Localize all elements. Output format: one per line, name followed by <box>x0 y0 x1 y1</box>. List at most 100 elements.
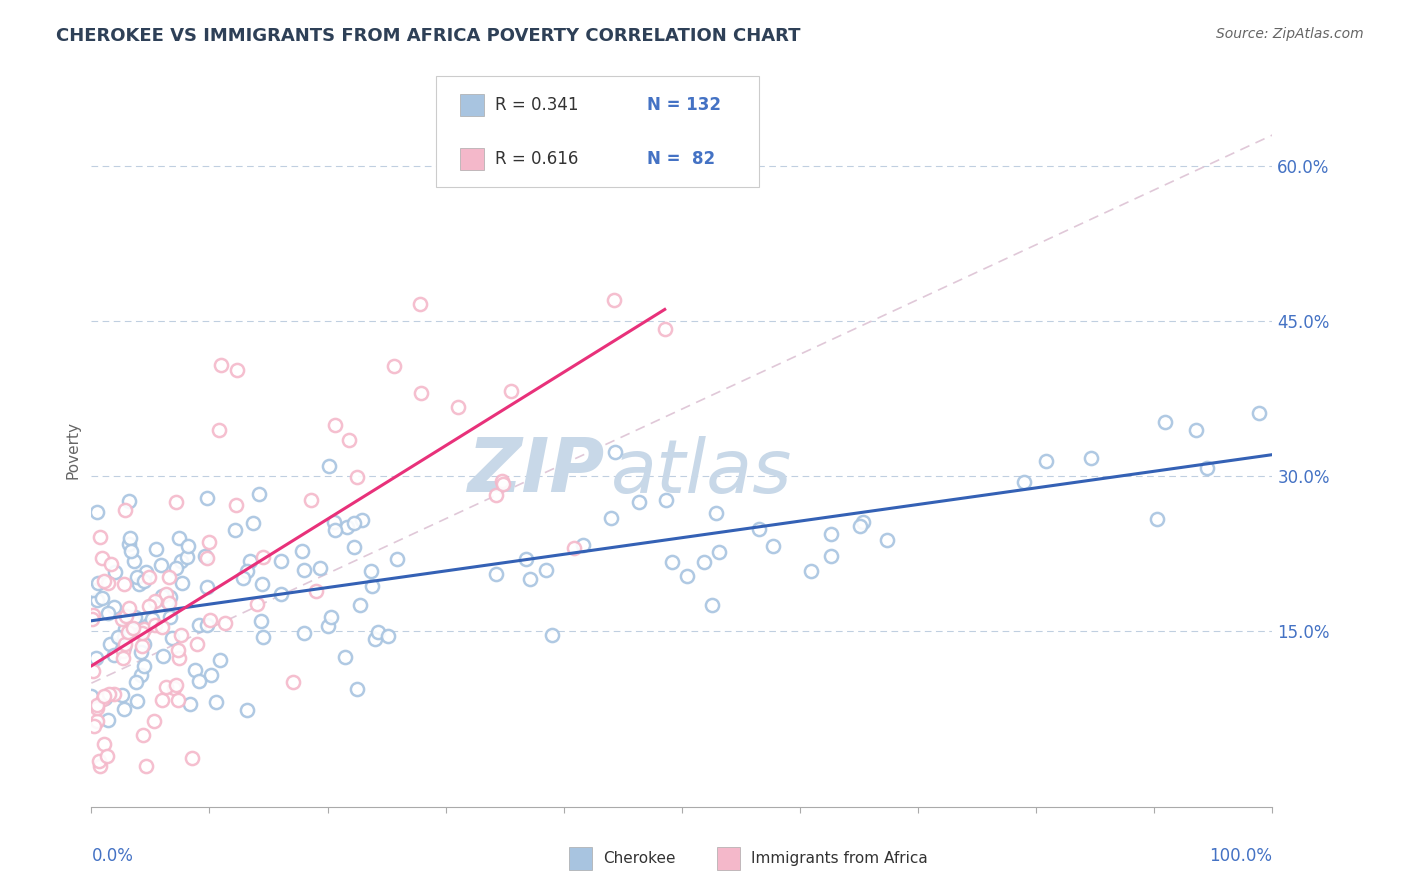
Point <box>124 610 146 624</box>
Point <box>292 564 315 578</box>
Point <box>194 549 217 564</box>
Point <box>209 358 232 372</box>
Text: N = 132: N = 132 <box>647 95 721 114</box>
Point <box>156 594 179 608</box>
Point <box>86 698 108 713</box>
Point <box>849 519 872 533</box>
Point <box>132 574 155 589</box>
Point <box>115 608 138 623</box>
Point <box>128 577 150 591</box>
Point <box>83 719 105 733</box>
Point <box>176 549 198 564</box>
Point <box>80 612 103 626</box>
Point <box>252 550 274 565</box>
Point <box>343 516 366 530</box>
Point <box>131 639 153 653</box>
Text: 0.0%: 0.0% <box>91 847 134 864</box>
Point <box>103 648 125 662</box>
Point <box>820 549 842 564</box>
Point <box>111 644 134 658</box>
Point <box>93 689 115 703</box>
Point <box>281 674 304 689</box>
Point <box>661 555 683 569</box>
Point <box>299 493 322 508</box>
Point <box>409 296 432 310</box>
Point <box>143 594 166 608</box>
Point <box>166 642 188 657</box>
Point <box>112 577 135 591</box>
Point <box>187 673 209 688</box>
Point <box>160 632 183 646</box>
Point <box>198 613 221 627</box>
Point <box>536 563 558 577</box>
Point <box>1035 454 1057 468</box>
Point <box>117 624 139 639</box>
Point <box>118 493 141 508</box>
Point <box>305 584 328 599</box>
Point <box>603 293 626 307</box>
Point <box>492 477 515 491</box>
Point <box>519 572 541 586</box>
Point <box>159 609 181 624</box>
Point <box>252 630 274 644</box>
Point <box>166 692 188 706</box>
Point <box>100 557 122 571</box>
Point <box>121 615 143 630</box>
Point <box>377 629 399 643</box>
Point <box>132 637 155 651</box>
Point <box>361 579 384 593</box>
Point <box>385 552 408 566</box>
Point <box>150 620 173 634</box>
Point <box>323 523 346 537</box>
Point <box>157 596 180 610</box>
Point <box>150 589 173 603</box>
Point <box>177 539 200 553</box>
Point <box>84 651 107 665</box>
Point <box>112 630 135 644</box>
Point <box>157 570 180 584</box>
Point <box>195 491 218 506</box>
Point <box>382 359 405 373</box>
Point <box>1153 415 1175 429</box>
Point <box>1080 451 1102 466</box>
Point <box>150 692 173 706</box>
Point <box>322 515 344 529</box>
Point <box>90 591 112 605</box>
Point <box>152 648 174 663</box>
Point <box>1249 406 1271 420</box>
Point <box>603 445 626 459</box>
Point <box>337 433 360 447</box>
Text: N =  82: N = 82 <box>647 150 714 169</box>
Point <box>238 554 260 568</box>
Point <box>132 728 155 742</box>
Point <box>143 714 166 728</box>
Point <box>1012 475 1035 489</box>
Point <box>163 681 186 696</box>
Point <box>131 626 153 640</box>
Point <box>485 488 508 502</box>
Point <box>129 668 152 682</box>
Point <box>1195 460 1218 475</box>
Point <box>114 502 136 516</box>
Point <box>114 637 136 651</box>
Point <box>247 487 270 501</box>
Point <box>111 688 134 702</box>
Point <box>165 677 187 691</box>
Point <box>242 516 264 530</box>
Point <box>541 628 564 642</box>
Point <box>103 687 125 701</box>
Point <box>122 554 145 568</box>
Point <box>167 531 190 545</box>
Point <box>89 759 111 773</box>
Point <box>118 601 141 615</box>
Point <box>346 470 368 484</box>
Point <box>89 754 111 768</box>
Point <box>129 645 152 659</box>
Point <box>138 599 160 613</box>
Point <box>155 587 177 601</box>
Point <box>86 714 108 729</box>
Text: Source: ZipAtlas.com: Source: ZipAtlas.com <box>1216 27 1364 41</box>
Point <box>195 580 218 594</box>
Point <box>82 665 104 679</box>
Point <box>572 538 595 552</box>
